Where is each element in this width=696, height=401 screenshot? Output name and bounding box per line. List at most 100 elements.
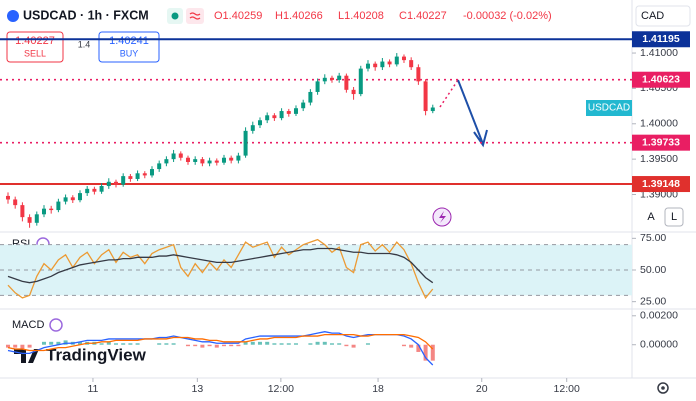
candle-body xyxy=(423,81,428,112)
candle-body xyxy=(135,173,140,179)
auto-scale-button[interactable]: A xyxy=(647,211,655,223)
price-level-box xyxy=(632,176,690,193)
candle-body xyxy=(409,60,414,68)
candle-body xyxy=(322,77,327,82)
histogram-bar xyxy=(229,344,234,347)
x-tick-label: 18 xyxy=(372,383,384,395)
histogram-bar xyxy=(193,344,198,347)
log-scale-button[interactable] xyxy=(664,207,684,227)
alert-icon xyxy=(439,211,446,223)
candle-body xyxy=(49,208,54,211)
buy-label: BUY xyxy=(120,48,139,58)
histogram-bar xyxy=(27,344,32,348)
candle-body xyxy=(221,157,226,163)
ohlc-low: L1.40208 xyxy=(338,10,384,22)
histogram-bar xyxy=(279,343,284,345)
forecast-arrow xyxy=(457,79,488,148)
data-icon xyxy=(189,12,201,20)
price-level-label: 1.39733 xyxy=(642,136,680,148)
macd-title[interactable]: MACD xyxy=(12,319,44,331)
histogram-bar xyxy=(308,343,313,345)
candle-body xyxy=(56,201,61,211)
candle-body xyxy=(265,115,270,121)
candle-body xyxy=(373,63,378,68)
histogram-bar xyxy=(41,341,46,345)
candle-body xyxy=(315,81,320,92)
macd-icon[interactable] xyxy=(49,318,63,332)
histogram-bar xyxy=(409,344,414,348)
histogram-bar xyxy=(423,344,428,361)
candle-body xyxy=(142,173,147,176)
candle-body xyxy=(77,193,82,201)
histogram-bar xyxy=(157,343,162,345)
chart-title[interactable]: USDCAD · 1h · FXCM xyxy=(23,8,149,22)
candle-body xyxy=(63,197,68,202)
x-tick-label: 13 xyxy=(192,383,204,395)
histogram-bar xyxy=(106,341,111,345)
candle-body xyxy=(99,186,104,192)
y-tick-label: 25.00 xyxy=(640,295,666,307)
histogram-bar xyxy=(77,341,82,345)
histogram-bar xyxy=(286,343,291,345)
price-level-box xyxy=(632,71,690,88)
candle-body xyxy=(365,63,370,69)
histogram-bar xyxy=(164,343,169,345)
histogram-bar xyxy=(113,343,118,345)
candle-body xyxy=(344,75,349,90)
x-tick-label: 12:00 xyxy=(554,383,580,395)
status-dot xyxy=(171,12,179,20)
histogram-bar xyxy=(344,344,349,347)
data-badge[interactable] xyxy=(186,8,204,24)
ohlc-high: H1.40266 xyxy=(275,10,323,22)
symbol-label: USDCAD xyxy=(588,103,630,114)
candle-body xyxy=(430,107,435,112)
currency-button[interactable] xyxy=(635,5,691,27)
histogram-bar xyxy=(322,341,327,345)
sell-price: 1.40227 xyxy=(15,35,55,47)
candle-body xyxy=(178,153,183,158)
candle-body xyxy=(279,111,284,119)
candle-body xyxy=(106,181,111,187)
price-level-label: 1.40623 xyxy=(642,73,680,85)
price-level-box xyxy=(632,31,690,48)
candle-body xyxy=(337,75,342,80)
x-tick-label: 11 xyxy=(87,383,98,395)
sell-label: SELL xyxy=(24,48,46,58)
candle-body xyxy=(85,188,90,194)
histogram-bar xyxy=(171,343,176,345)
histogram-bar xyxy=(351,344,356,348)
y-tick-label: 50.00 xyxy=(640,264,666,276)
y-tick-label: 0.00200 xyxy=(640,310,678,322)
candle-body xyxy=(387,61,392,65)
candle-body xyxy=(380,61,385,68)
candle-body xyxy=(70,197,75,201)
histogram-bar xyxy=(250,341,255,345)
currency-label: CAD xyxy=(641,10,664,22)
symbol-icon xyxy=(7,10,19,22)
series-line xyxy=(7,333,434,352)
settings-button[interactable] xyxy=(657,382,669,394)
candle-body xyxy=(185,157,190,162)
histogram-bar xyxy=(99,343,104,345)
histogram-bar xyxy=(5,344,10,348)
y-tick-label: 75.00 xyxy=(640,232,666,244)
histogram-bar xyxy=(416,344,421,352)
candle-body xyxy=(41,208,46,215)
histogram-bar xyxy=(272,343,277,345)
log-scale-label: L xyxy=(671,211,677,223)
candle-body xyxy=(308,91,313,103)
candle-body xyxy=(128,176,133,179)
spread: 1.4 xyxy=(78,39,91,49)
candle-body xyxy=(92,188,97,192)
histogram-bar xyxy=(265,341,270,345)
settings-icon xyxy=(661,386,665,390)
histogram-bar xyxy=(20,344,25,350)
candle-body xyxy=(301,102,306,109)
branding: TradingView xyxy=(46,345,147,364)
histogram-bar xyxy=(135,343,140,345)
price-level-box xyxy=(632,134,690,151)
candle-body xyxy=(13,199,18,206)
candle-body xyxy=(171,153,176,160)
candle-body xyxy=(207,160,212,164)
